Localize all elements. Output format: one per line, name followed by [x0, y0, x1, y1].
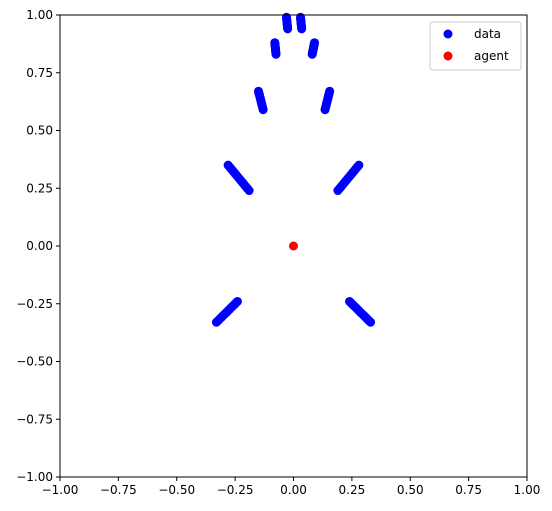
x-tick-label: 0.00 [280, 483, 307, 497]
x-tick-label: −0.25 [217, 483, 254, 497]
data-point [244, 186, 254, 196]
data-point [271, 49, 281, 59]
legend-marker-agent [443, 51, 453, 61]
y-axis: −1.00 −0.75 −0.50 −0.25 0.00 0.25 0.50 0.75 1.00 [16, 8, 60, 484]
x-tick-label: 0.75 [455, 483, 482, 497]
agent-series [289, 241, 298, 251]
y-tick-label: 0.50 [26, 124, 53, 138]
y-tick-label: −0.75 [16, 412, 53, 426]
legend-label-agent: agent [474, 49, 509, 63]
legend-box [429, 21, 522, 71]
y-tick-label: 0.00 [26, 239, 53, 253]
x-tick-label: −1.00 [42, 483, 79, 497]
data-series [211, 12, 376, 327]
y-tick-label: 0.25 [26, 181, 53, 195]
x-tick-label: −0.75 [100, 483, 137, 497]
y-tick-label: 0.75 [26, 66, 53, 80]
data-point [345, 296, 355, 306]
data-point [283, 24, 293, 34]
x-axis: −1.00 −0.75 −0.50 −0.25 0.00 0.25 0.50 0.75 1.00 [42, 477, 541, 497]
legend: data agent [429, 21, 522, 71]
data-point [320, 105, 330, 115]
x-tick-label: 1.00 [514, 483, 541, 497]
data-point [333, 186, 343, 196]
data-point [307, 49, 317, 59]
legend-marker-data [443, 29, 453, 39]
data-point [258, 105, 268, 115]
y-tick-label: −1.00 [16, 470, 53, 484]
y-tick-label: −0.50 [16, 355, 53, 369]
y-tick-label: −0.25 [16, 297, 53, 311]
agent-point [289, 241, 298, 251]
x-tick-label: 0.50 [397, 483, 424, 497]
legend-label-data: data [474, 27, 501, 41]
y-tick-label: 1.00 [26, 8, 53, 22]
data-point [297, 24, 307, 34]
x-tick-label: −0.50 [158, 483, 195, 497]
data-point [232, 296, 242, 306]
x-tick-label: 0.25 [339, 483, 366, 497]
